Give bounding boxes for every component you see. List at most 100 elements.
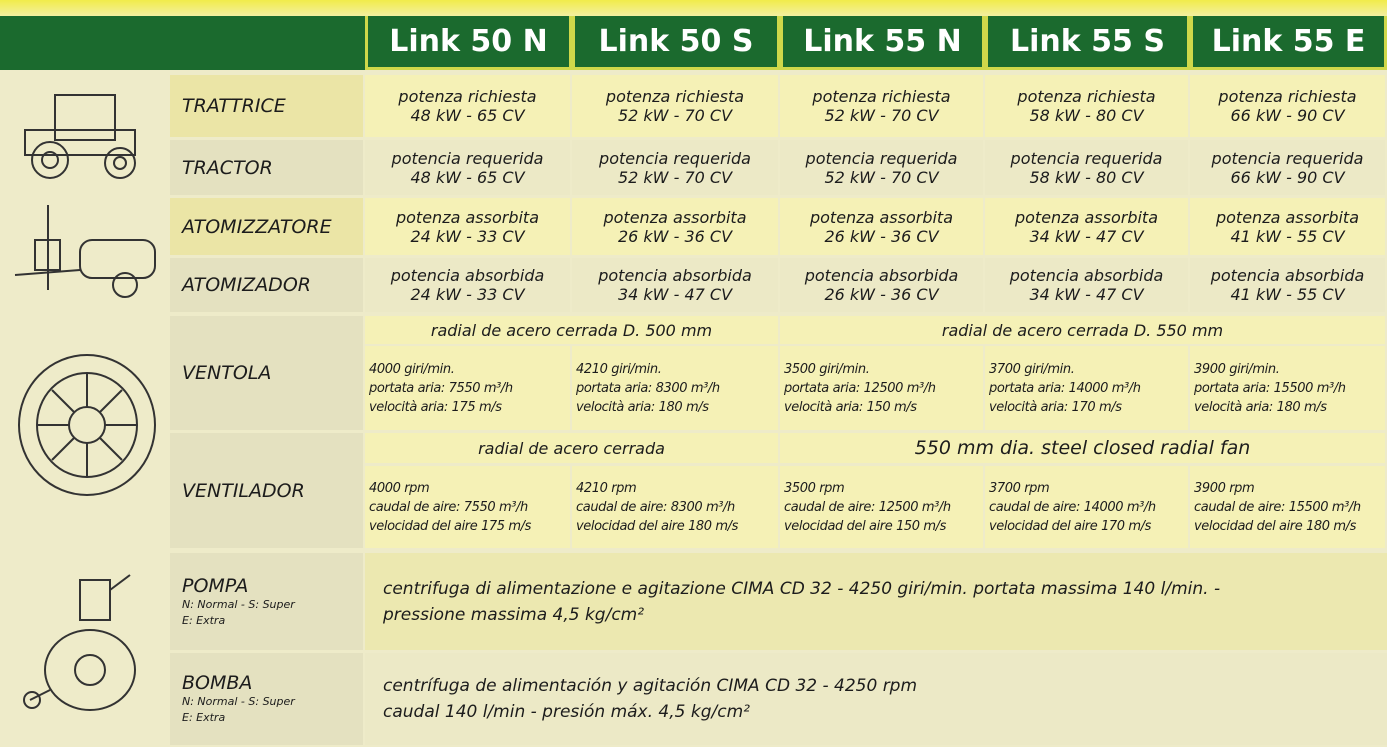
spec-line: 26 kW - 36 CV xyxy=(824,285,939,304)
spec-line: potenza assorbita xyxy=(1014,207,1158,227)
spec-cell: potenza richiesta 52 kW - 70 CV xyxy=(572,75,778,137)
spec-line: potencia absorbida xyxy=(804,266,959,285)
pump-label: BOMBA xyxy=(182,672,253,694)
spec-cell: potenza assorbita 34 kW - 47 CV xyxy=(985,198,1188,255)
spec-cell: potencia absorbida 26 kW - 36 CV xyxy=(780,258,983,312)
model-header: Link 55 S xyxy=(985,16,1190,70)
spec-cell: potenza assorbita 26 kW - 36 CV xyxy=(780,198,983,255)
fan-cell: 4210 giri/min. portata aria: 8300 m³/h vel… xyxy=(572,346,778,430)
spec-line: potencia requerida xyxy=(1211,148,1364,168)
spec-cell: potenza assorbita 41 kW - 55 CV xyxy=(1190,198,1385,255)
spec-line: potencia requerida xyxy=(1010,148,1163,168)
spec-line: 34 kW - 47 CV xyxy=(617,285,733,304)
fan-type: radial de acero cerrada xyxy=(365,433,778,463)
fan-line: velocidad del aire 175 m/s xyxy=(369,518,532,534)
fan-line: velocidad del aire 150 m/s xyxy=(784,518,947,534)
spec-line: 52 kW - 70 CV xyxy=(824,106,939,125)
fan-line: velocidad del aire 170 m/s xyxy=(989,518,1152,534)
spec-line: 24 kW - 33 CV xyxy=(410,285,525,304)
row-label: BOMBA N: Normal - S: Super E: Extra xyxy=(170,653,363,745)
fan-cell: 3900 giri/min. portata aria: 15500 m³/h ve… xyxy=(1190,346,1385,430)
fan-line: velocità aria: 175 m/s xyxy=(369,399,502,415)
spec-line: 48 kW - 65 CV xyxy=(410,167,525,187)
spec-line: 58 kW - 80 CV xyxy=(1029,167,1144,187)
model-note: E: Extra xyxy=(182,711,226,724)
fan-line: portata aria: 14000 m³/h xyxy=(989,380,1141,396)
atomizer-icon xyxy=(14,205,156,298)
spec-line: 26 kW - 36 CV xyxy=(824,226,939,246)
spec-cell: potenza richiesta 66 kW - 90 CV xyxy=(1190,75,1385,137)
fan-line: 4210 rpm xyxy=(576,480,637,496)
spec-line: potencia requerida xyxy=(391,148,544,168)
row-label: VENTILADOR xyxy=(170,433,363,548)
model-header: Link 55 E xyxy=(1190,16,1387,70)
fan-line: 4000 giri/min. xyxy=(369,361,455,377)
spec-line: potenza richiesta xyxy=(1218,87,1357,106)
fan-line: velocità aria: 170 m/s xyxy=(989,399,1122,415)
fan-line: 3500 giri/min. xyxy=(784,361,870,377)
fan-line: 3900 giri/min. xyxy=(1194,361,1280,377)
pump-line: caudal 140 l/min - presión máx. 4,5 kg/c… xyxy=(383,702,750,722)
row-label: ATOMIZZATORE xyxy=(170,198,363,255)
fan-line: portata aria: 12500 m³/h xyxy=(784,380,936,396)
fan-line: portata aria: 7550 m³/h xyxy=(369,380,513,396)
spec-line: 52 kW - 70 CV xyxy=(617,106,733,125)
pump-description: centrífuga de alimentación y agitación C… xyxy=(365,653,1387,745)
pump-line: centrífuga de alimentación y agitación C… xyxy=(383,676,918,696)
spec-line: potenza richiesta xyxy=(605,87,745,106)
spec-line: potencia requerida xyxy=(599,148,751,168)
fan-line: 4210 giri/min. xyxy=(576,361,662,377)
spec-line: potencia absorbida xyxy=(1009,266,1164,285)
pump-icon xyxy=(23,574,136,711)
header-band xyxy=(0,16,365,70)
spec-line: 24 kW - 33 CV xyxy=(410,226,525,246)
spec-cell: potencia requerida 52 kW - 70 CV xyxy=(572,140,778,195)
model-note: N: Normal - S: Super xyxy=(182,597,295,611)
fan-line: 3700 rpm xyxy=(989,480,1050,496)
fan-line: 3900 rpm xyxy=(1194,480,1255,496)
fan-line: portata aria: 15500 m³/h xyxy=(1194,380,1346,396)
spec-cell: potencia absorbida 24 kW - 33 CV xyxy=(365,258,570,312)
spec-cell: potencia requerida 58 kW - 80 CV xyxy=(985,140,1188,195)
fan-cell: 4210 rpm caudal de aire: 8300 m³/h velocid… xyxy=(572,466,778,548)
spec-line: 66 kW - 90 CV xyxy=(1230,167,1345,187)
spec-line: potenza richiesta xyxy=(1017,87,1156,106)
tractor-icon xyxy=(24,94,136,179)
row-label: TRACTOR xyxy=(170,140,363,195)
spec-cell: potencia absorbida 34 kW - 47 CV xyxy=(572,258,778,312)
fan-cell: 3700 giri/min. portata aria: 14000 m³/h ve… xyxy=(985,346,1188,430)
fan-line: caudal de aire: 15500 m³/h xyxy=(1194,499,1361,515)
spec-cell: potenza assorbita 26 kW - 36 CV xyxy=(572,198,778,255)
spec-line: 48 kW - 65 CV xyxy=(410,106,525,125)
spec-line: potenza assorbita xyxy=(1215,207,1359,227)
fan-line: velocidad del aire 180 m/s xyxy=(1194,518,1357,534)
fan-cell: 3700 rpm caudal de aire: 14000 m³/h veloci… xyxy=(985,466,1188,548)
spec-line: potenza assorbita xyxy=(395,207,539,227)
fan-cell: 3900 rpm caudal de aire: 15500 m³/h veloci… xyxy=(1190,466,1385,548)
spec-line: 52 kW - 70 CV xyxy=(824,167,939,187)
fan-icon xyxy=(18,354,156,496)
spec-line: 34 kW - 47 CV xyxy=(1029,285,1144,304)
model-header: Link 50 N xyxy=(365,16,572,70)
spec-cell: potenza assorbita 24 kW - 33 CV xyxy=(365,198,570,255)
model-header: Link 55 N xyxy=(780,16,985,70)
row-label: ATOMIZADOR xyxy=(170,258,363,312)
spec-line: potenza assorbita xyxy=(809,207,953,227)
spec-line: 41 kW - 55 CV xyxy=(1230,226,1345,246)
spec-line: potencia absorbida xyxy=(1210,266,1365,285)
spec-line: 52 kW - 70 CV xyxy=(617,167,733,187)
fan-line: velocità aria: 180 m/s xyxy=(1194,399,1327,415)
model-note: N: Normal - S: Super xyxy=(182,695,295,708)
fan-line: velocidad del aire 180 m/s xyxy=(576,518,739,534)
spec-line: potenza richiesta xyxy=(812,87,951,106)
fan-line: 3700 giri/min. xyxy=(989,361,1075,377)
spec-line: 26 kW - 36 CV xyxy=(617,226,733,246)
fan-line: caudal de aire: 12500 m³/h xyxy=(784,499,951,515)
row-label: VENTOLA xyxy=(170,316,363,430)
spec-line: 34 kW - 47 CV xyxy=(1029,226,1144,246)
fan-line: caudal de aire: 14000 m³/h xyxy=(989,499,1156,515)
fan-line: velocità aria: 150 m/s xyxy=(784,399,917,415)
fan-cell: 4000 giri/min. portata aria: 7550 m³/h vel… xyxy=(365,346,570,430)
spec-line: potenza richiesta xyxy=(398,87,537,106)
